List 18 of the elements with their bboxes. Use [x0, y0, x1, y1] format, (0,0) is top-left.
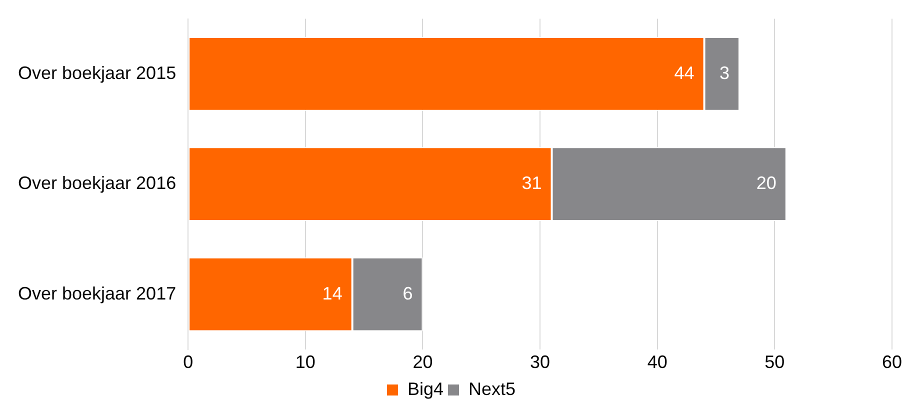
data-label: 6 — [402, 283, 413, 304]
x-tick-label: 10 — [295, 352, 316, 372]
x-tick-label: 40 — [647, 352, 668, 372]
y-tick-label: Over boekjaar 2016 — [18, 173, 176, 194]
x-tick-label: 60 — [882, 352, 902, 372]
x-tick-label: 50 — [764, 352, 785, 372]
data-label: 20 — [756, 173, 776, 194]
legend-label: Big4 — [407, 378, 444, 399]
data-label: 31 — [522, 173, 542, 194]
data-label: 44 — [674, 62, 694, 83]
y-tick-label: Over boekjaar 2017 — [18, 283, 176, 304]
x-tick-label: 30 — [530, 352, 550, 372]
y-tick-label: Over boekjaar 2015 — [18, 62, 176, 83]
legend-label: Next5 — [468, 378, 516, 399]
data-label: 14 — [322, 283, 342, 304]
x-tick-label: 20 — [412, 352, 433, 372]
data-label: 3 — [719, 62, 730, 83]
x-tick-label: 0 — [183, 352, 194, 372]
